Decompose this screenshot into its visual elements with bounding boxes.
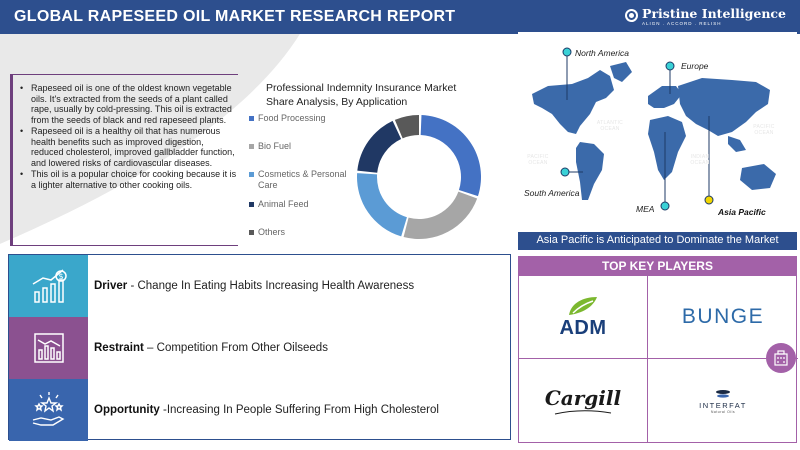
donut-slice-animal-feed <box>357 120 402 173</box>
south-america-shape <box>576 142 604 200</box>
header-bar: GLOBAL RAPESEED OIL MARKET RESEARCH REPO… <box>0 0 800 34</box>
logo-interfat: INTERFAT Natural Oils <box>648 359 798 443</box>
logo-adm-text: ADM <box>559 316 607 339</box>
description-bullet: This oil is a popular choice for cooking… <box>19 169 238 190</box>
africa-shape <box>648 116 686 180</box>
map-caption: Asia Pacific is Anticipated to Dominate … <box>536 234 779 246</box>
description-panel: Rapeseed oil is one of the oldest known … <box>10 74 238 246</box>
legend-item: Others <box>249 227 359 238</box>
donut-slice-cosmetics-personal-care <box>357 173 407 237</box>
asia-shape <box>678 78 770 136</box>
hand-stars-icon <box>9 379 88 441</box>
factor-description: Increasing In People Suffering From High… <box>166 404 439 416</box>
factor-separator: - <box>159 404 167 416</box>
brand-tagline: ALIGN . ACCORD . RELISH <box>642 21 722 26</box>
grid-divider-horizontal <box>519 358 798 359</box>
interfat-mark-icon <box>716 389 730 398</box>
marker-europe <box>665 61 675 71</box>
logo-interfat-subtitle: Natural Oils <box>710 409 736 414</box>
growth-chart-icon: $ <box>9 255 88 317</box>
logo-cargill-text: Cargill <box>544 386 622 410</box>
brand-mark-icon <box>625 9 639 22</box>
key-players-title: TOP KEY PLAYERS <box>518 256 797 276</box>
donut-slice-food-processing <box>420 115 481 197</box>
factor-label: Driver <box>94 280 128 292</box>
cargill-swoosh-icon <box>554 410 612 415</box>
legend-label: Bio Fuel <box>258 141 292 151</box>
legend-swatch <box>249 144 254 149</box>
chart-title: Professional Indemnity Insurance Market … <box>266 82 457 108</box>
factor-restraint: Restraint – Competition From Other Oilse… <box>9 317 512 379</box>
legend-label: Animal Feed <box>258 199 309 209</box>
ocean-indian: INDIAN OCEAN <box>690 154 710 166</box>
legend-label: Food Processing <box>258 113 326 123</box>
grid-divider-vertical <box>647 276 648 443</box>
factor-label: Opportunity <box>94 404 160 416</box>
ocean-pacific-right: PACIFIC OCEAN <box>753 124 775 136</box>
adm-leaf-icon <box>569 296 597 315</box>
label-north-america: North America <box>575 48 630 58</box>
legend-swatch <box>249 172 254 177</box>
svg-text:$: $ <box>58 272 63 281</box>
legend-item: Cosmetics & Personal Care <box>249 169 359 191</box>
building-icon <box>766 343 796 373</box>
marker-south-america <box>560 167 570 177</box>
donut-slice-bio-fuel <box>403 191 478 239</box>
donut-slice-others <box>394 115 419 139</box>
donut-chart <box>357 115 481 239</box>
brand-name: Pristine Intelligence <box>642 6 786 21</box>
logo-adm: ADM <box>519 276 647 358</box>
region-markers <box>560 47 714 211</box>
factor-text: Opportunity -Increasing In People Suffer… <box>88 404 439 416</box>
factor-driver: $ Driver - Change In Eating Habits Incre… <box>9 255 512 317</box>
factor-description: Competition From Other Oilseeds <box>156 342 328 354</box>
marker-mea <box>660 201 670 211</box>
factor-text: Driver - Change In Eating Habits Increas… <box>88 280 414 292</box>
australia-shape <box>740 164 776 190</box>
label-asia-pacific: Asia Pacific <box>718 207 766 217</box>
logo-interfat-text: INTERFAT <box>699 400 747 410</box>
description-bullet: Rapeseed oil is a healthy oil that has n… <box>19 126 238 168</box>
north-america-shape <box>532 70 614 134</box>
description-bullet: Rapeseed oil is one of the oldest known … <box>19 83 238 125</box>
legend-swatch <box>249 202 254 207</box>
logo-bunge: BUNGE <box>648 276 798 358</box>
marker-lines <box>566 52 710 206</box>
label-mea: MEA <box>636 204 655 214</box>
region-map-panel: North America Europe South America MEA A… <box>518 32 797 250</box>
factor-description: Change In Eating Habits Increasing Healt… <box>137 280 415 292</box>
legend-swatch <box>249 230 254 235</box>
logo-bunge-text: BUNGE <box>681 305 765 328</box>
legend-label: Others <box>258 227 286 237</box>
declining-chart-icon <box>9 317 88 379</box>
legend-item: Bio Fuel <box>249 141 359 152</box>
legend-item: Animal Feed <box>249 199 359 210</box>
factor-opportunity: Opportunity -Increasing In People Suffer… <box>9 379 512 441</box>
world-map <box>518 32 797 232</box>
legend-item: Food Processing <box>249 113 359 124</box>
brand-logo: Pristine Intelligence ALIGN . ACCORD . R… <box>625 7 786 27</box>
chart-legend: Food Processing Bio Fuel Cosmetics & Per… <box>249 113 359 255</box>
factor-separator: - <box>127 280 138 292</box>
ocean-atlantic: ATLANTIC OCEAN <box>596 120 624 132</box>
marker-north-america <box>562 47 572 57</box>
legend-label: Cosmetics & Personal Care <box>258 169 347 190</box>
label-south-america: South America <box>524 188 580 198</box>
logo-cargill: Cargill <box>519 359 647 443</box>
page-title: GLOBAL RAPESEED OIL MARKET RESEARCH REPO… <box>14 8 456 25</box>
factor-text: Restraint – Competition From Other Oilse… <box>88 342 328 354</box>
europe-shape <box>648 86 682 108</box>
continents <box>532 62 770 200</box>
marker-asia-pacific <box>704 195 714 205</box>
ocean-pacific-left: PACIFIC OCEAN <box>527 154 549 166</box>
market-factors: $ Driver - Change In Eating Habits Incre… <box>8 254 512 441</box>
factor-separator: – <box>143 342 157 354</box>
label-europe: Europe <box>681 61 709 71</box>
factor-label: Restraint <box>94 342 144 354</box>
legend-swatch <box>249 116 254 121</box>
key-players-grid: ADM BUNGE Cargill INTERFAT Natural Oils <box>518 276 798 443</box>
southeast-asia-shape <box>728 136 746 152</box>
greenland-shape <box>610 62 632 82</box>
description-list: Rapeseed oil is one of the oldest known … <box>19 83 238 190</box>
